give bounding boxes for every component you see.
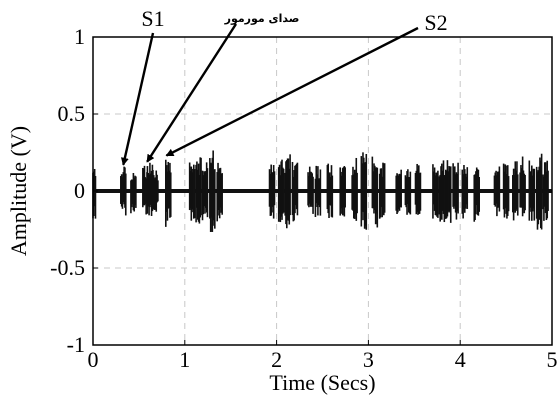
signal-burst-8: [195, 157, 202, 224]
signal-burst-28: [438, 160, 446, 223]
signal-burst-13: [277, 159, 285, 223]
signal-burst-37: [528, 160, 536, 221]
x-axis-label: Time (Secs): [269, 370, 375, 395]
signal-burst-36: [519, 156, 526, 217]
signal-burst-29: [444, 160, 452, 223]
signal-burst-10: [209, 150, 216, 232]
annotation-arrow-1: [146, 23, 238, 163]
x-tick-label-2: 2: [271, 347, 282, 372]
y-tick-label-4: -1: [67, 332, 85, 357]
signal-trace: [92, 150, 552, 232]
signal-burst-14: [284, 154, 291, 229]
signal-burst-6: [164, 159, 172, 227]
annotation-arrow-0: [120, 32, 155, 166]
signal-burst-16: [307, 166, 314, 214]
signal-burst-34: [502, 163, 510, 219]
annotation-label-1: صدای مورمور: [224, 12, 300, 25]
x-tick-label-0: 0: [88, 347, 99, 372]
signal-burst-27: [432, 164, 439, 219]
x-tick-label-5: 5: [547, 347, 558, 372]
y-tick-label-1: 0.5: [58, 101, 86, 126]
y-tick-label-3: -0.5: [50, 255, 85, 280]
signal-burst-25: [404, 169, 412, 215]
signal-burst-30: [452, 162, 459, 220]
x-tick-label-3: 3: [363, 347, 374, 372]
signal-burst-11: [216, 162, 223, 222]
signal-burst-31: [461, 165, 469, 219]
signal-burst-23: [378, 162, 386, 219]
x-tick-label-4: 4: [455, 347, 466, 372]
signal-burst-7: [188, 162, 196, 221]
signal-burst-19: [339, 166, 346, 217]
annotation-label-2: S2: [424, 10, 447, 35]
signal-burst-20: [351, 157, 358, 221]
annotation-arrow-2: [165, 26, 419, 157]
axis-ticks: 0 1 2 3 4 5 1 0.5 0 -0.5 -1: [50, 24, 557, 372]
signal-burst-33: [493, 166, 501, 217]
x-tick-label-1: 1: [179, 347, 190, 372]
signal-burst-15: [291, 161, 299, 222]
signal-burst-5: [152, 170, 159, 212]
signal-burst-18: [326, 163, 334, 219]
y-tick-label-2: 0: [74, 178, 85, 203]
y-tick-label-0: 1: [74, 24, 85, 49]
annotation-0: S1: [120, 6, 165, 166]
signal-burst-38: [535, 153, 543, 230]
signal-burst-9: [201, 162, 209, 221]
signal-burst-21: [360, 152, 368, 230]
annotation-2: S2: [165, 10, 448, 157]
signal-burst-32: [473, 167, 481, 222]
annotation-label-0: S1: [141, 6, 164, 31]
signal-burst-22: [371, 156, 379, 228]
signal-burst-17: [314, 165, 322, 218]
annotations: S1 صدای مورمور S2: [120, 6, 448, 166]
signal-burst-1: [120, 166, 127, 216]
signal-burst-39: [542, 160, 549, 221]
signal-burst-2: [130, 173, 137, 214]
signal-burst-26: [414, 163, 422, 215]
signal-burst-35: [512, 161, 519, 221]
signal-burst-4: [146, 162, 154, 216]
signal-burst-24: [395, 169, 402, 215]
signal-burst-12: [268, 164, 276, 219]
annotation-1: صدای مورمور: [146, 12, 300, 163]
y-axis-label: Amplitude (V): [6, 126, 31, 256]
